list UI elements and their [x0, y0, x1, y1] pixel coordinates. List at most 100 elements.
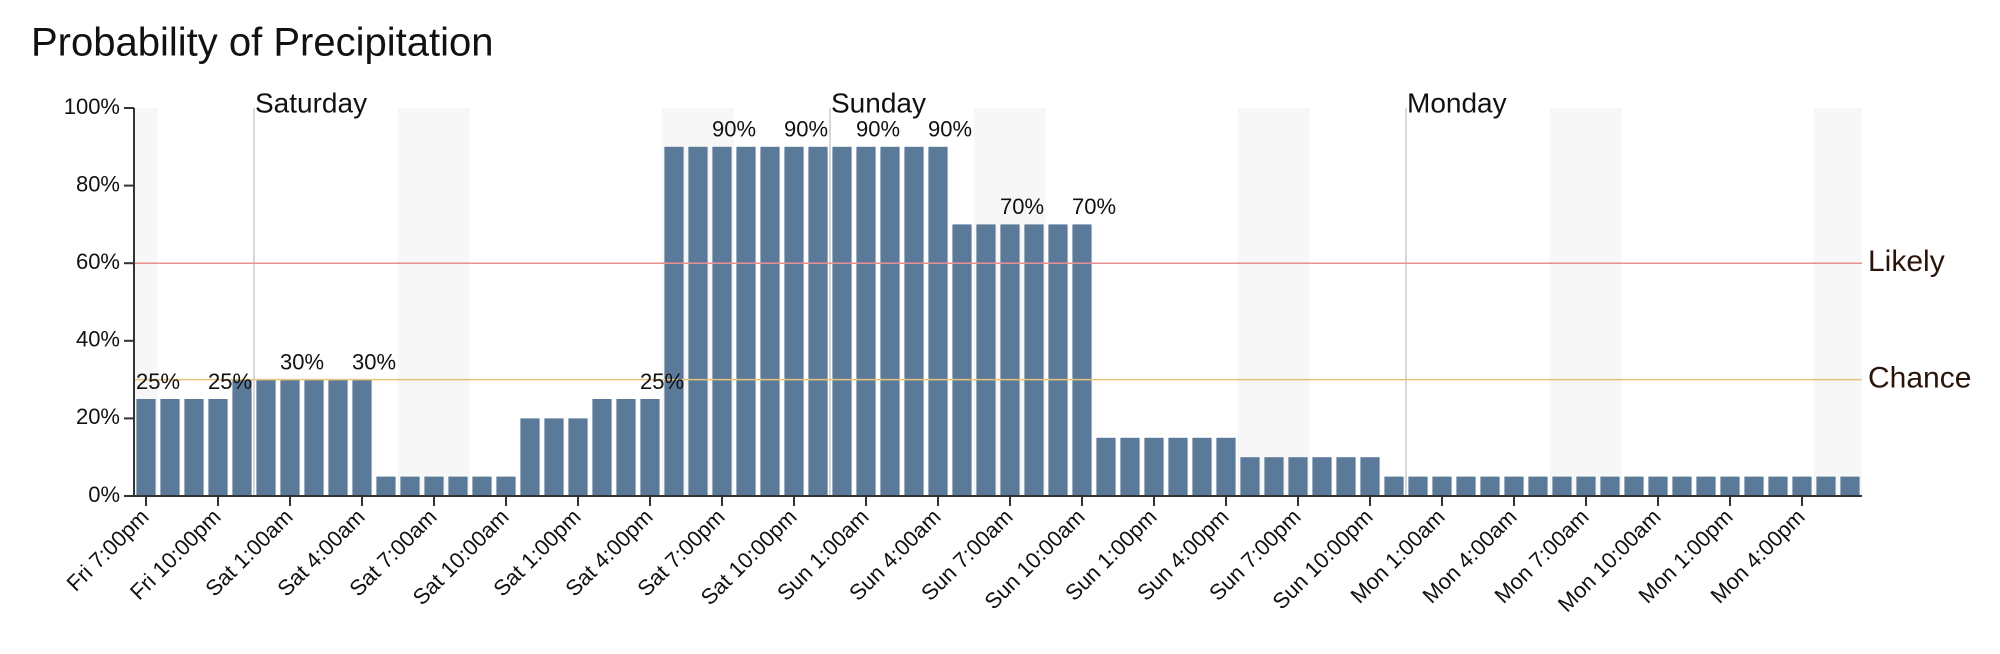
bar	[880, 146, 900, 497]
bar	[208, 399, 228, 496]
bar	[1168, 437, 1188, 496]
day-label: Saturday	[255, 87, 367, 118]
bar	[136, 399, 156, 496]
y-tick-label: 100%	[64, 94, 120, 119]
bar	[1144, 437, 1164, 496]
bar	[1048, 224, 1068, 496]
bar	[1480, 476, 1500, 496]
shade-band	[1550, 108, 1622, 496]
bar	[952, 224, 972, 496]
bar	[496, 476, 516, 496]
data-label: 90%	[784, 117, 828, 142]
bar	[1240, 457, 1260, 496]
data-label: 30%	[352, 349, 396, 374]
bar	[832, 146, 852, 497]
bar	[856, 146, 876, 497]
bar	[1096, 437, 1116, 496]
bar	[1408, 476, 1428, 496]
bar	[928, 146, 948, 497]
day-label: Monday	[1407, 87, 1507, 118]
bar	[1648, 476, 1668, 496]
bar	[1744, 476, 1764, 496]
reference-label: Likely	[1868, 245, 1945, 278]
bar	[232, 379, 252, 496]
bar	[1312, 457, 1332, 496]
bar	[1528, 476, 1548, 496]
bar	[1768, 476, 1788, 496]
bar	[568, 418, 588, 496]
y-tick-label: 40%	[76, 327, 120, 352]
bar	[904, 146, 924, 497]
bar	[1072, 224, 1092, 496]
bar	[184, 399, 204, 496]
bar	[592, 399, 612, 496]
bar	[784, 146, 804, 497]
bar	[400, 476, 420, 496]
bar	[1600, 476, 1620, 496]
bar	[1696, 476, 1716, 496]
bar	[1456, 476, 1476, 496]
bar	[1000, 224, 1020, 496]
bar	[616, 399, 636, 496]
bar	[1840, 476, 1860, 496]
chart-title: Probability of Precipitation	[31, 21, 493, 65]
bar	[1504, 476, 1524, 496]
bar	[1624, 476, 1644, 496]
bar	[640, 399, 660, 496]
bar	[160, 399, 180, 496]
bar	[1384, 476, 1404, 496]
bar	[736, 146, 756, 497]
bar	[976, 224, 996, 496]
y-tick-label: 20%	[76, 404, 120, 429]
bar	[1264, 457, 1284, 496]
bar	[328, 379, 348, 496]
bar	[1360, 457, 1380, 496]
y-tick-label: 0%	[88, 482, 120, 507]
bar	[256, 379, 276, 496]
bar	[808, 146, 828, 497]
bar	[1672, 476, 1692, 496]
bar	[1216, 437, 1236, 496]
bar	[1024, 224, 1044, 496]
bar	[712, 146, 732, 497]
bar	[1192, 437, 1212, 496]
bar	[448, 476, 468, 496]
bar	[688, 146, 708, 497]
shade-band	[398, 108, 470, 496]
bar	[280, 379, 300, 496]
bar	[664, 146, 684, 497]
data-label: 70%	[1072, 194, 1116, 219]
bar	[376, 476, 396, 496]
data-label: 90%	[712, 117, 756, 142]
data-label: 90%	[928, 117, 972, 142]
bar	[520, 418, 540, 496]
bar	[424, 476, 444, 496]
data-label: 25%	[640, 369, 684, 394]
bar	[1120, 437, 1140, 496]
shade-band	[1814, 108, 1862, 496]
bar	[1432, 476, 1452, 496]
shade-band	[1238, 108, 1310, 496]
data-label: 70%	[1000, 194, 1044, 219]
bar	[1576, 476, 1596, 496]
data-label: 25%	[208, 369, 252, 394]
data-label: 25%	[136, 369, 180, 394]
day-label: Sunday	[831, 87, 926, 118]
bar	[1816, 476, 1836, 496]
bar	[1336, 457, 1356, 496]
bar	[544, 418, 564, 496]
bar	[1288, 457, 1308, 496]
y-tick-label: 60%	[76, 249, 120, 274]
bar	[472, 476, 492, 496]
bar	[1552, 476, 1572, 496]
bar	[352, 379, 372, 496]
bar	[1792, 476, 1812, 496]
y-tick-label: 80%	[76, 171, 120, 196]
bar	[304, 379, 324, 496]
data-label: 90%	[856, 117, 900, 142]
bar	[760, 146, 780, 497]
data-label: 30%	[280, 349, 324, 374]
reference-label: Chance	[1868, 362, 1971, 395]
bar	[1720, 476, 1740, 496]
